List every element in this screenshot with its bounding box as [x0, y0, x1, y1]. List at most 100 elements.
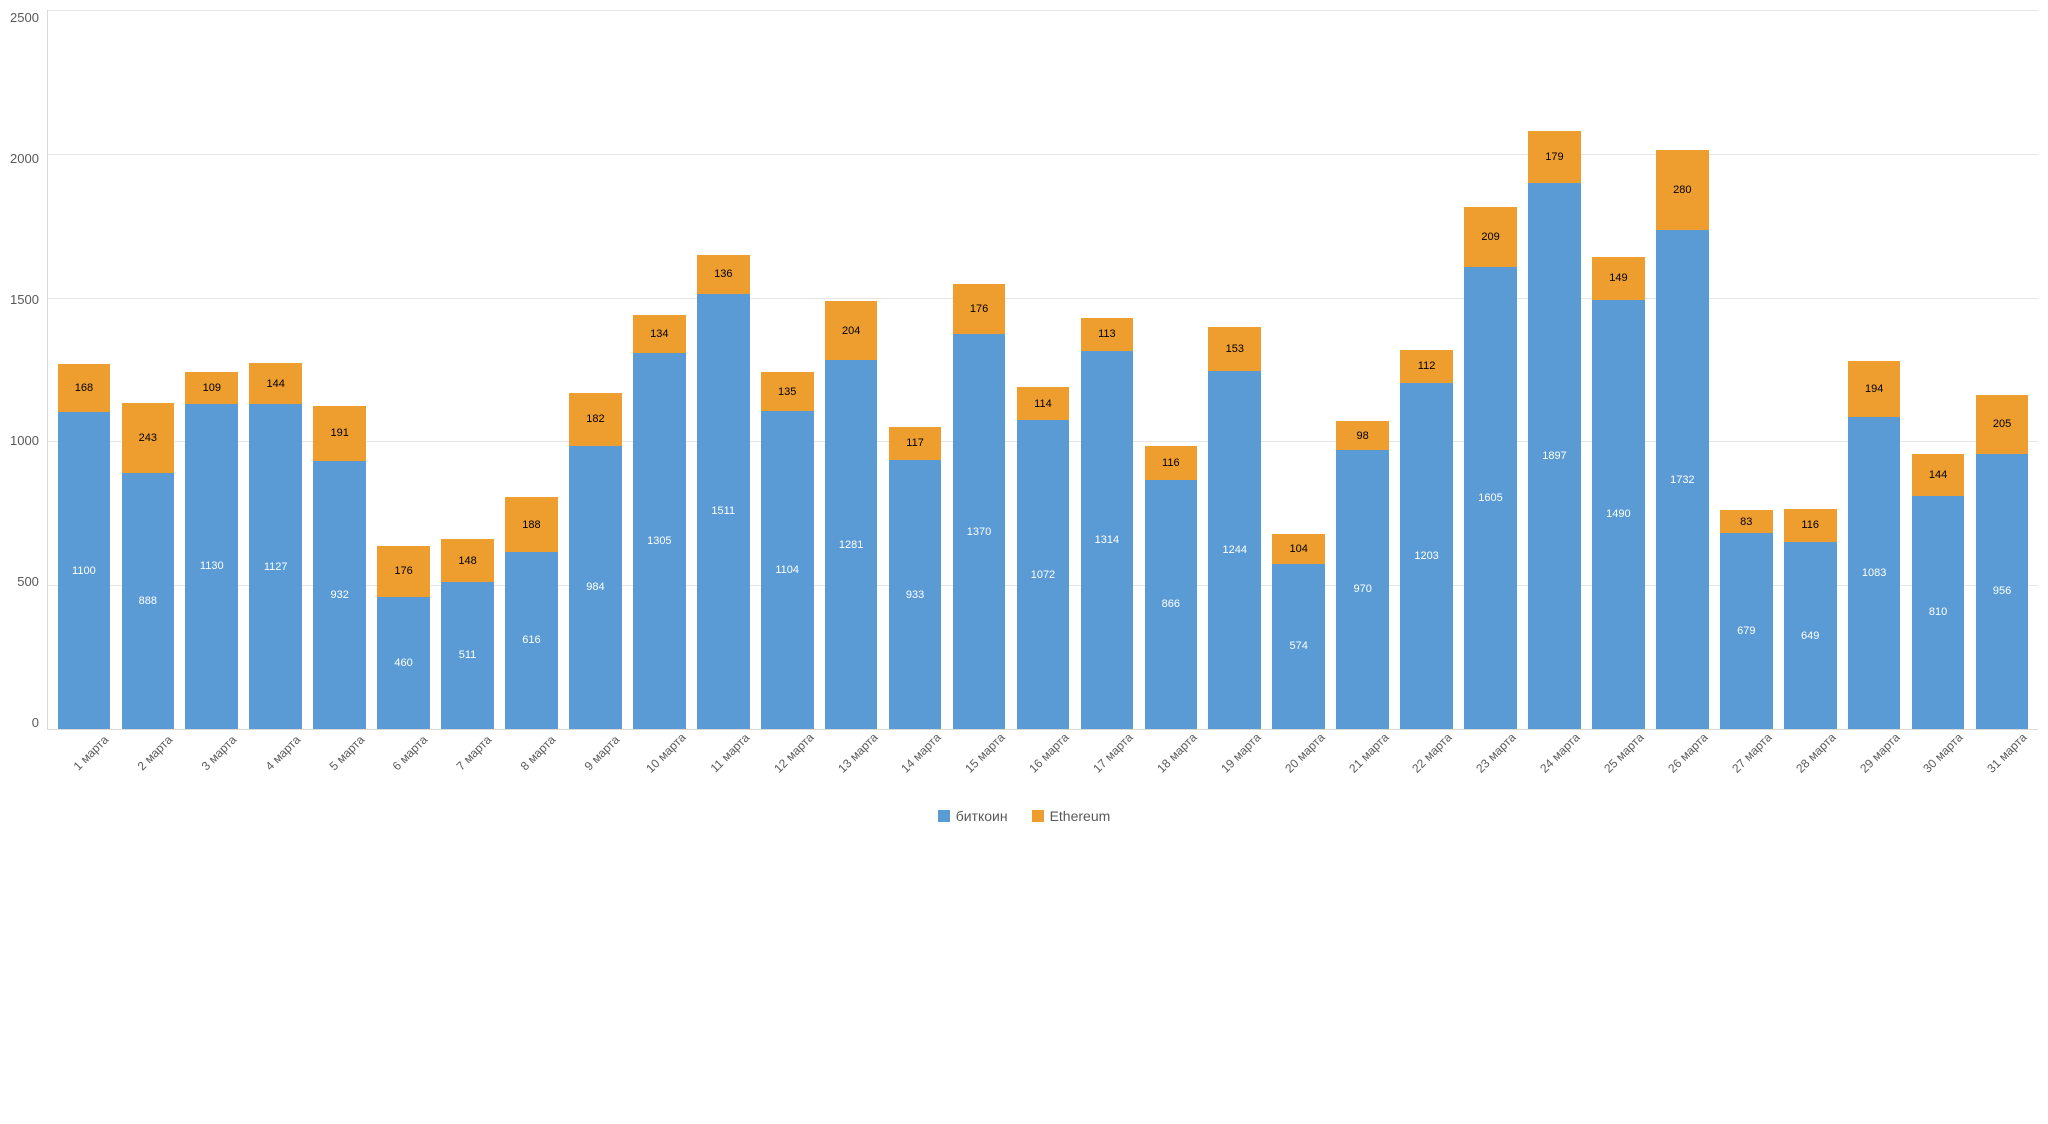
bar-segment-bitcoin: 616 [505, 552, 558, 729]
x-tick-label: 2 марта [127, 725, 182, 780]
bar-stack: 1681100 [58, 364, 111, 729]
bar-group: 1141072 [1012, 10, 1074, 729]
bar-stack: 1531244 [1208, 327, 1261, 729]
bar-segment-ethereum: 209 [1464, 207, 1517, 267]
x-tick-label: 1 марта [63, 725, 118, 780]
bar-segment-bitcoin: 1732 [1656, 230, 1709, 729]
bar-stack: 1341305 [633, 315, 686, 729]
x-tick-label: 3 марта [191, 725, 246, 780]
bar-segment-bitcoin: 1083 [1848, 417, 1901, 729]
bar-stack: 243888 [122, 403, 175, 729]
y-tick-label: 1500 [10, 292, 39, 307]
bar-segment-bitcoin: 1511 [697, 294, 750, 729]
x-tick-label: 21 марта [1341, 725, 1396, 780]
bar-group: 205956 [1971, 10, 2033, 729]
bar-stack: 98970 [1336, 421, 1389, 729]
x-tick-label: 11 марта [702, 725, 757, 780]
x-tick-label: 10 марта [638, 725, 693, 780]
bar-group: 2801732 [1651, 10, 1713, 729]
bar-group: 1121203 [1396, 10, 1458, 729]
bar-group: 243888 [117, 10, 179, 729]
bar-segment-bitcoin: 1100 [58, 412, 111, 729]
bar-group: 117933 [884, 10, 946, 729]
bar-group: 1351104 [756, 10, 818, 729]
bar-group: 1341305 [628, 10, 690, 729]
bar-segment-ethereum: 182 [569, 393, 622, 445]
bar-segment-ethereum: 136 [697, 255, 750, 294]
bar-segment-ethereum: 114 [1017, 387, 1070, 420]
x-tick-label: 20 марта [1277, 725, 1332, 780]
bar-segment-ethereum: 104 [1272, 534, 1325, 564]
bar-segment-ethereum: 204 [825, 301, 878, 360]
bar-segment-ethereum: 134 [633, 315, 686, 354]
bar-segment-ethereum: 109 [185, 372, 238, 403]
bar-group: 144810 [1907, 10, 1969, 729]
bar-segment-bitcoin: 1104 [761, 411, 814, 729]
bar-segment-ethereum: 144 [1912, 454, 1965, 495]
bar-segment-bitcoin: 1370 [953, 334, 1006, 729]
bar-segment-ethereum: 117 [889, 427, 942, 461]
bar-stack: 1141072 [1017, 387, 1070, 729]
x-tick-label: 19 марта [1213, 725, 1268, 780]
bar-segment-bitcoin: 1203 [1400, 383, 1453, 729]
bar-segment-bitcoin: 679 [1720, 533, 1773, 729]
bar-segment-ethereum: 148 [441, 539, 494, 582]
bar-segment-bitcoin: 511 [441, 582, 494, 729]
x-tick-label: 18 марта [1149, 725, 1204, 780]
x-tick-label: 25 марта [1596, 725, 1651, 780]
bar-group: 1491490 [1587, 10, 1649, 729]
bar-segment-ethereum: 280 [1656, 150, 1709, 231]
x-tick-label: 8 марта [510, 725, 565, 780]
legend-label: Ethereum [1050, 808, 1111, 824]
y-axis: 25002000150010005000 [10, 10, 47, 730]
bar-segment-bitcoin: 1314 [1081, 351, 1134, 729]
bar-segment-bitcoin: 649 [1784, 542, 1837, 729]
bar-segment-ethereum: 83 [1720, 510, 1773, 534]
x-tick-label: 31 марта [1980, 725, 2035, 780]
bar-stack: 104574 [1272, 534, 1325, 729]
x-tick-label: 14 марта [894, 725, 949, 780]
y-tick-label: 500 [17, 574, 39, 589]
bar-stack: 1131314 [1081, 318, 1134, 729]
x-axis-labels: 1 марта2 марта3 марта4 марта5 марта6 мар… [50, 730, 2038, 762]
x-tick-label: 15 марта [958, 725, 1013, 780]
bar-stack: 1491490 [1592, 257, 1645, 729]
stacked-bar-chart: 25002000150010005000 1681100243888109113… [10, 10, 2038, 824]
bar-stack: 1441127 [249, 363, 302, 729]
bar-segment-bitcoin: 984 [569, 446, 622, 729]
bar-segment-ethereum: 243 [122, 403, 175, 473]
bar-stack: 1361511 [697, 255, 750, 729]
bar-group: 104574 [1268, 10, 1330, 729]
bar-stack: 83679 [1720, 510, 1773, 729]
bar-segment-bitcoin: 956 [1976, 454, 2029, 729]
bar-stack: 116866 [1145, 446, 1198, 729]
bar-group: 116649 [1779, 10, 1841, 729]
bar-stack: 116649 [1784, 509, 1837, 729]
bar-group: 176460 [373, 10, 435, 729]
y-tick-label: 2000 [10, 151, 39, 166]
legend-item: биткоин [938, 808, 1008, 824]
bar-segment-bitcoin: 1897 [1528, 183, 1581, 729]
x-tick-label: 23 марта [1469, 725, 1524, 780]
bar-segment-ethereum: 116 [1145, 446, 1198, 479]
bar-group: 1681100 [53, 10, 115, 729]
bar-segment-ethereum: 191 [313, 406, 366, 461]
x-tick-label: 4 марта [255, 725, 310, 780]
bar-segment-bitcoin: 1281 [825, 360, 878, 729]
bar-stack: 182984 [569, 393, 622, 729]
legend-label: биткоин [956, 808, 1008, 824]
legend-swatch [1032, 810, 1044, 822]
bar-group: 116866 [1140, 10, 1202, 729]
bar-group: 2091605 [1460, 10, 1522, 729]
x-tick-label: 12 марта [766, 725, 821, 780]
bar-group: 1441127 [245, 10, 307, 729]
bar-stack: 176460 [377, 546, 430, 729]
bar-stack: 1761370 [953, 284, 1006, 729]
plot-area: 25002000150010005000 1681100243888109113… [10, 10, 2038, 730]
bar-segment-bitcoin: 1072 [1017, 420, 1070, 729]
bar-segment-bitcoin: 810 [1912, 496, 1965, 729]
legend-item: Ethereum [1032, 808, 1111, 824]
bar-group: 188616 [500, 10, 562, 729]
bars-region: 1681100243888109113014411271919321764601… [47, 10, 2038, 730]
bar-segment-ethereum: 98 [1336, 421, 1389, 449]
